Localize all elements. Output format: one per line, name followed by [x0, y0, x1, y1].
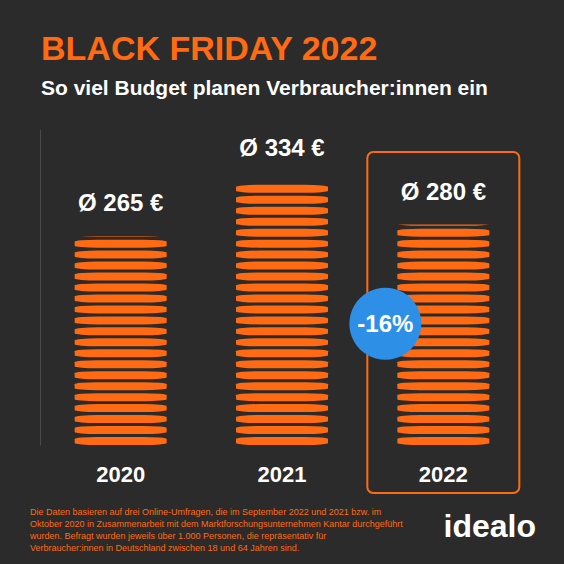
svg-text:Oktober 2020 in Zusammenarbeit: Oktober 2020 in Zusammenarbeit mit dem M…: [30, 519, 405, 529]
svg-text:idealo: idealo: [444, 508, 536, 544]
svg-text:Ø 334 €: Ø 334 €: [239, 134, 324, 161]
svg-text:-16%: -16%: [357, 310, 413, 337]
svg-text:2022: 2022: [419, 462, 468, 487]
svg-text:Verbraucher:innen in Deutschla: Verbraucher:innen in Deutschland zwische…: [30, 543, 299, 553]
svg-text:BLACK FRIDAY 2022: BLACK FRIDAY 2022: [41, 29, 377, 67]
svg-text:Ø 265 €: Ø 265 €: [78, 189, 163, 216]
svg-text:Die Daten basieren auf drei On: Die Daten basieren auf drei Online-Umfra…: [30, 507, 384, 517]
svg-text:2021: 2021: [258, 462, 307, 487]
svg-text:Ø 280 €: Ø 280 €: [401, 178, 486, 205]
svg-text:So viel Budget planen Verbrauc: So viel Budget planen Verbraucher:innen …: [41, 76, 488, 99]
svg-text:2020: 2020: [96, 462, 145, 487]
svg-text:wurden. Befragt wurden jeweils: wurden. Befragt wurden jeweils über 1.00…: [29, 531, 329, 541]
